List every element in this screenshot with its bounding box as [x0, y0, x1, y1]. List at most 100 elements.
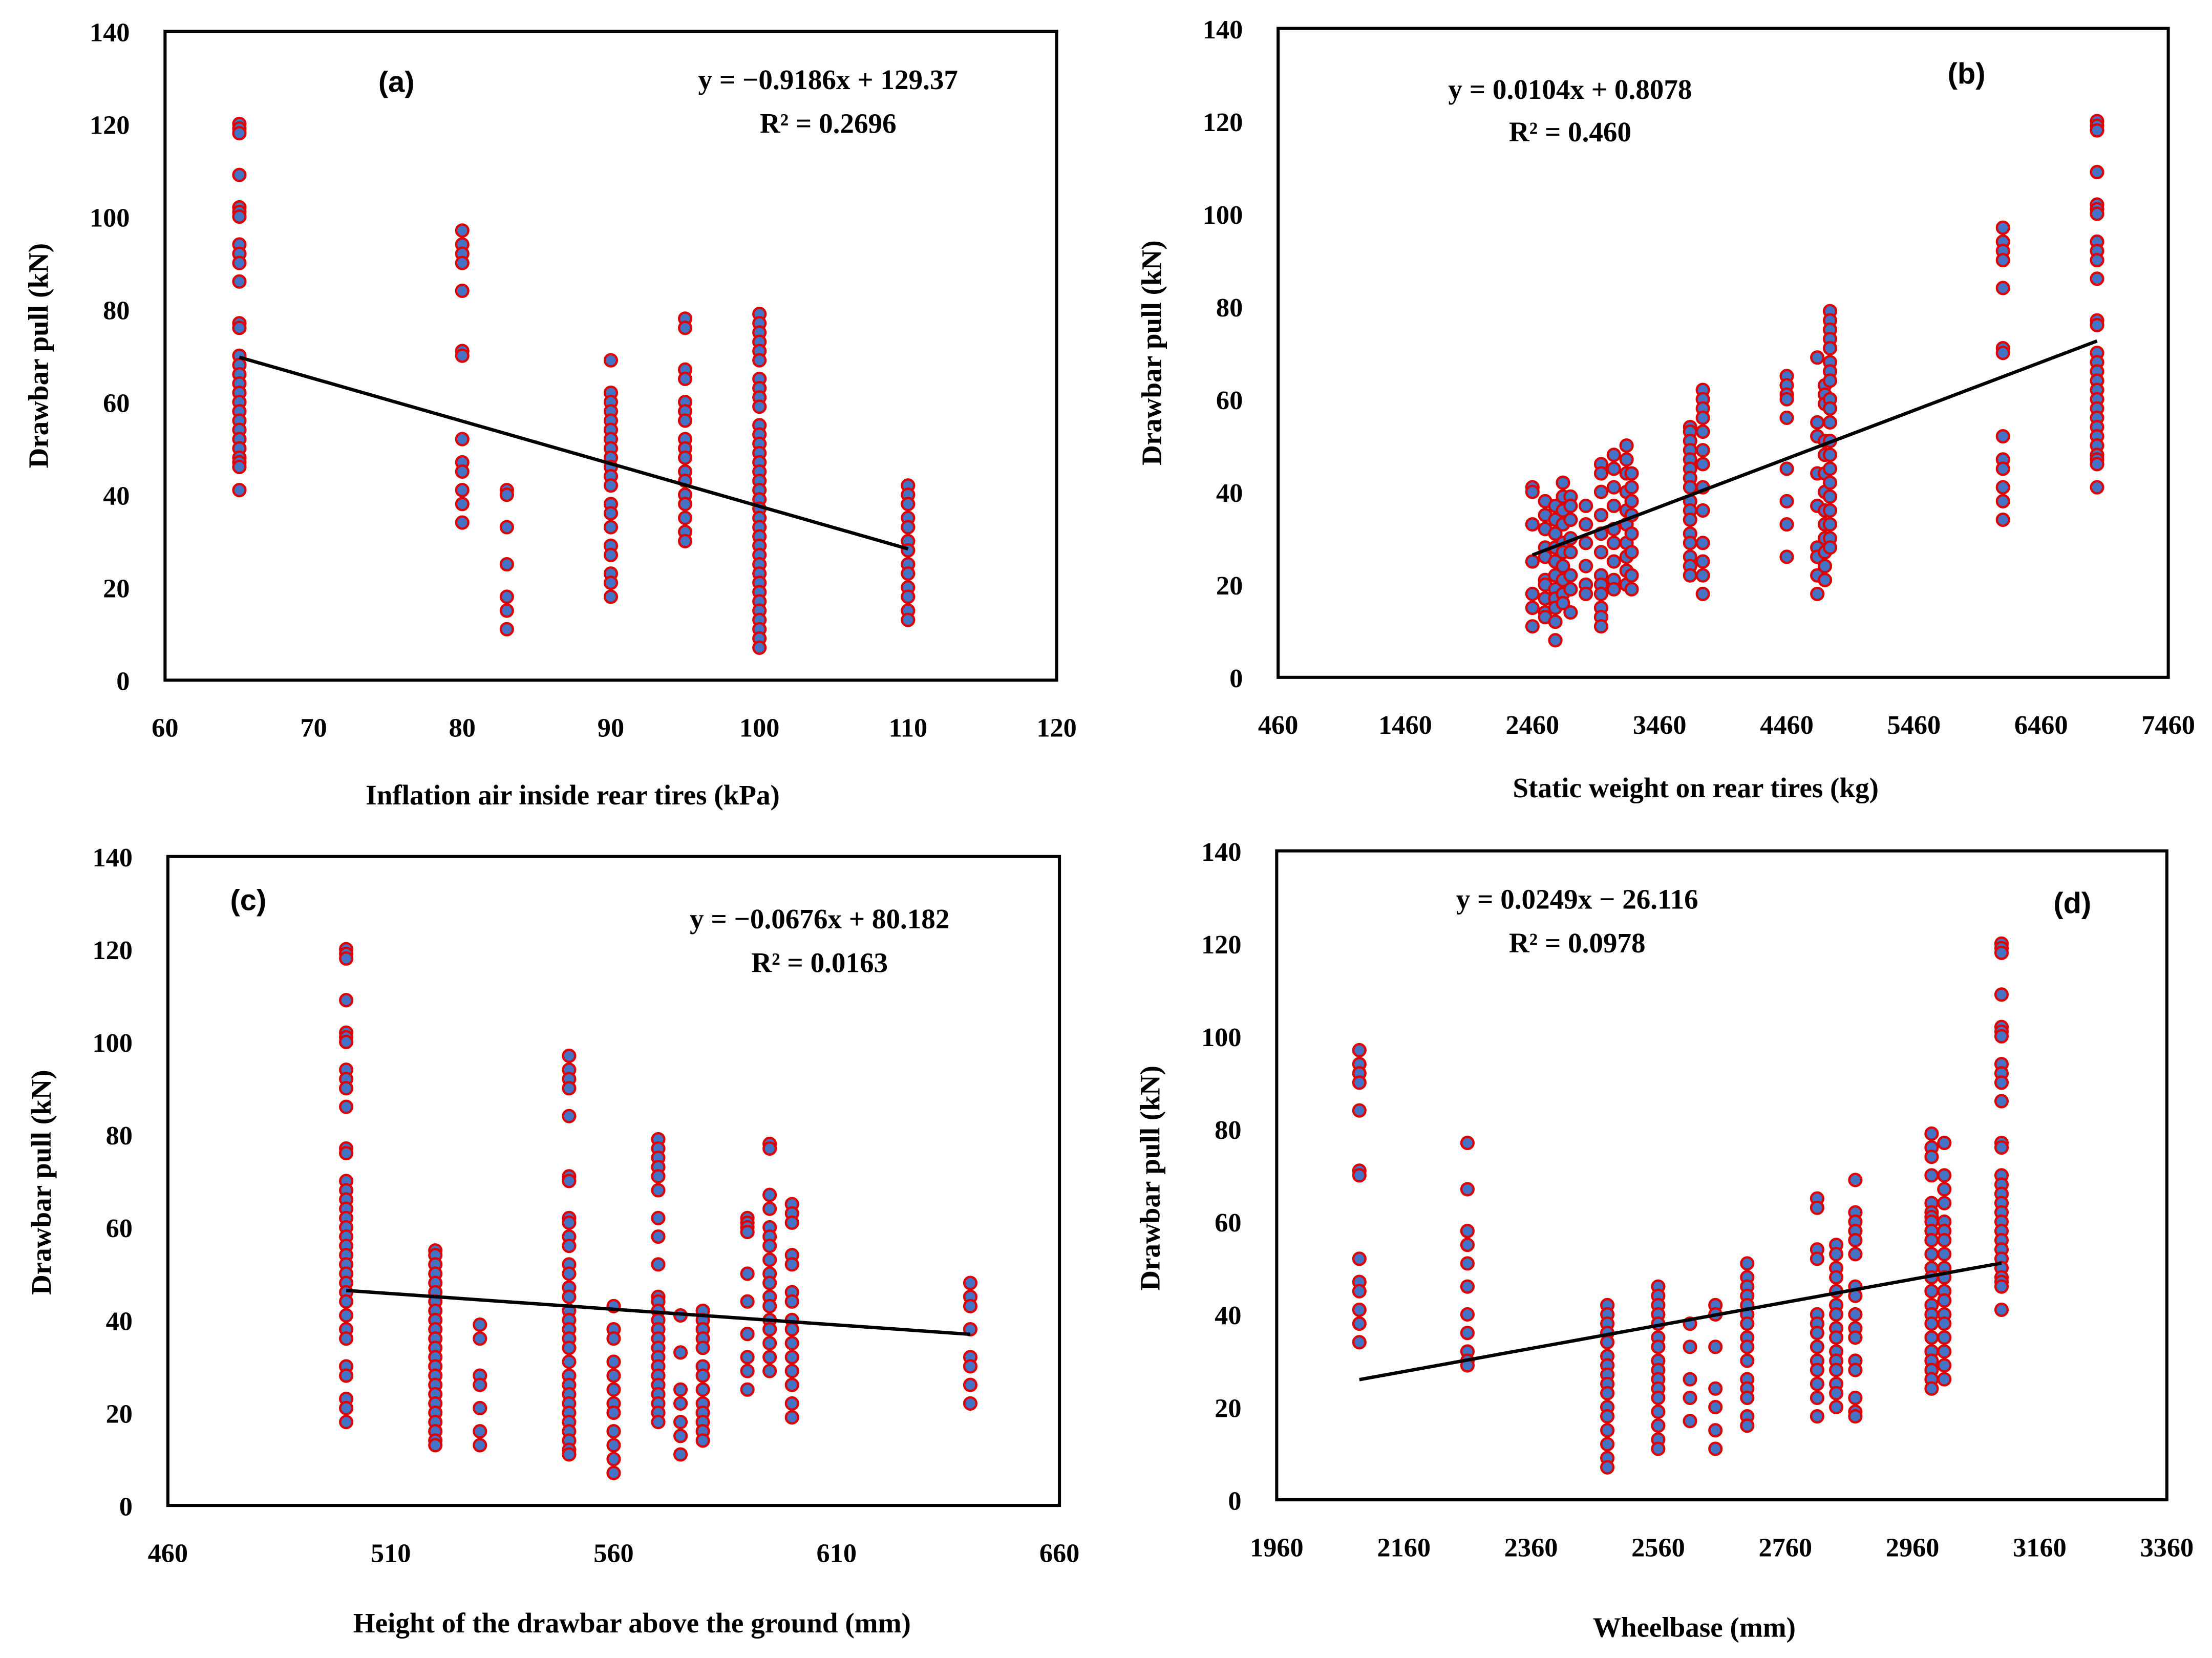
- y-tick-label: 120: [92, 936, 133, 965]
- data-point: [1810, 415, 1825, 430]
- data-point: [1460, 1223, 1475, 1239]
- data-point: [1593, 507, 1608, 523]
- data-point: [606, 1382, 621, 1397]
- data-point: [232, 209, 247, 224]
- data-point: [606, 1331, 621, 1346]
- data-point: [1695, 410, 1710, 425]
- data-point: [1606, 498, 1621, 513]
- data-point: [673, 1415, 688, 1430]
- x-tick-label: 7460: [2141, 710, 2195, 740]
- data-point: [695, 1341, 710, 1355]
- data-point: [232, 459, 247, 474]
- data-point: [1695, 568, 1710, 583]
- data-point: [1708, 1399, 1723, 1415]
- data-point: [1683, 480, 1697, 495]
- data-point: [1352, 1335, 1367, 1350]
- data-point: [455, 515, 470, 530]
- data-point: [901, 520, 916, 535]
- data-point: [562, 1239, 577, 1253]
- data-point: [1606, 554, 1621, 569]
- data-point: [1995, 253, 2010, 268]
- data-point: [606, 1405, 621, 1420]
- data-points: [232, 116, 916, 655]
- x-tick-label: 5460: [1887, 710, 1941, 740]
- data-point: [1695, 536, 1710, 550]
- data-point: [901, 589, 916, 604]
- data-point: [784, 1377, 799, 1392]
- x-tick-label: 3160: [2013, 1533, 2067, 1562]
- data-point: [339, 1294, 354, 1309]
- x-axis-title: Height of the drawbar above the ground (…: [353, 1607, 911, 1639]
- data-points: [1525, 114, 2104, 648]
- data-point: [1822, 489, 1838, 504]
- data-point: [695, 1368, 710, 1383]
- data-point: [784, 1410, 799, 1425]
- data-point: [1606, 536, 1621, 550]
- data-point: [455, 348, 470, 363]
- data-point: [1937, 1372, 1952, 1387]
- data-point: [762, 1322, 777, 1337]
- data-point: [1937, 1233, 1952, 1248]
- y-tick-label: 40: [1215, 1301, 1241, 1330]
- data-point: [1994, 1302, 2009, 1317]
- x-tick-label: 2160: [1377, 1533, 1431, 1562]
- data-point: [1822, 503, 1838, 518]
- x-tick-label: 2460: [1506, 710, 1560, 740]
- data-point: [603, 576, 619, 590]
- data-point: [1708, 1441, 1723, 1456]
- data-point: [740, 1382, 755, 1397]
- data-point: [1740, 1316, 1755, 1331]
- data-point: [651, 1183, 666, 1198]
- data-point: [603, 547, 619, 562]
- data-point: [673, 1429, 688, 1443]
- data-point: [606, 1354, 621, 1369]
- data-point: [1579, 559, 1593, 573]
- data-point: [1683, 1372, 1697, 1387]
- data-point: [1848, 1330, 1863, 1345]
- data-point: [752, 353, 767, 368]
- data-point: [562, 1215, 577, 1230]
- data-point: [1683, 512, 1697, 527]
- y-tick-label: 0: [1229, 664, 1243, 693]
- data-point: [1619, 438, 1634, 453]
- y-tick-label: 120: [1201, 930, 1242, 960]
- data-point: [678, 321, 693, 335]
- data-point: [1937, 1168, 1952, 1183]
- x-tick-label: 90: [598, 713, 624, 743]
- y-tick-label: 80: [103, 295, 130, 325]
- data-point: [1810, 1251, 1824, 1266]
- data-point: [1822, 540, 1838, 555]
- x-tick-label: 100: [739, 713, 780, 743]
- data-point: [1779, 549, 1794, 564]
- y-tick-label: 60: [103, 388, 130, 418]
- data-point: [762, 1276, 777, 1290]
- data-point: [752, 399, 767, 414]
- data-point: [2090, 271, 2104, 286]
- data-point: [606, 1465, 621, 1480]
- x-tick-label: 3460: [1633, 710, 1687, 740]
- data-point: [2090, 165, 2104, 180]
- data-point: [740, 1364, 755, 1378]
- y-tick-label: 140: [1201, 837, 1242, 867]
- data-point: [1924, 1316, 1939, 1331]
- data-point: [1460, 1238, 1475, 1252]
- data-point: [1848, 1307, 1863, 1322]
- data-point: [784, 1350, 799, 1365]
- data-point: [1829, 1363, 1844, 1377]
- data-point: [762, 1336, 777, 1351]
- data-point: [1352, 1302, 1367, 1317]
- panel-a: 0 20 40 60 80 100 120 140 60 70 80 90 100 110 120 (a)…: [23, 17, 1077, 811]
- y-tick-label: 140: [1203, 15, 1243, 45]
- data-point: [1810, 1390, 1824, 1405]
- data-point: [1556, 596, 1570, 611]
- data-point: [1651, 1418, 1666, 1433]
- x-tick-label: 3360: [2140, 1533, 2194, 1562]
- data-point: [2090, 317, 2104, 332]
- data-point: [740, 1350, 755, 1365]
- data-point: [1810, 1326, 1824, 1341]
- x-tick-label: 560: [593, 1538, 633, 1568]
- data-point: [673, 1382, 688, 1397]
- data-point: [1651, 1405, 1666, 1419]
- data-point: [562, 1081, 577, 1096]
